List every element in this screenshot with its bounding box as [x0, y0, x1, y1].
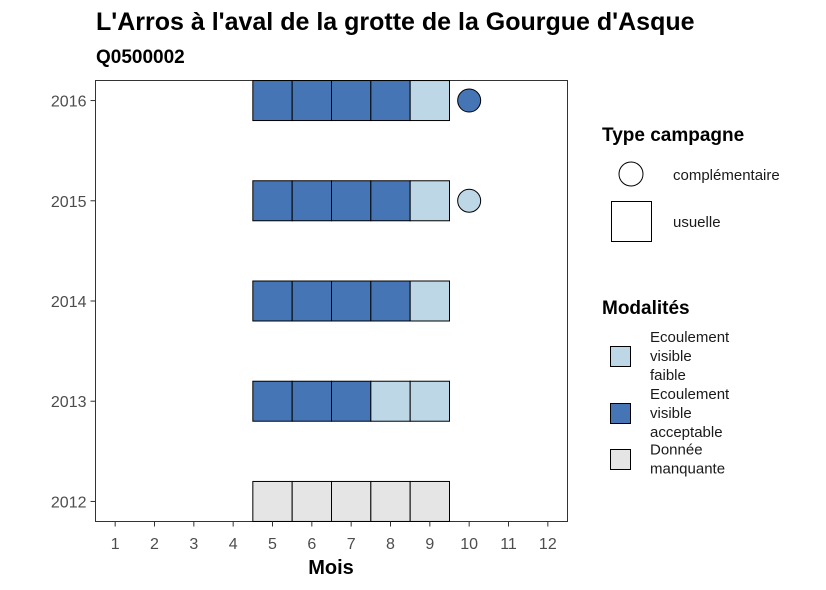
y-tick-label: 2013	[51, 394, 87, 411]
legend-circle-swatch	[618, 161, 644, 187]
cell-usuelle-2015-5	[252, 180, 293, 222]
x-tick-label: 12	[539, 536, 557, 553]
y-axis: 2012 2013 2014 2015 2016	[51, 94, 96, 511]
legend-type-title: Type campagne	[602, 125, 744, 146]
x-tick-label: 7	[347, 536, 356, 553]
legend-modalites-title: Modalités	[602, 298, 690, 319]
legend-label-acceptable: visible	[650, 405, 692, 422]
legend-label-acceptable: Ecoulement	[650, 386, 730, 403]
x-tick-label: 6	[307, 536, 316, 553]
legend-label-manquante: Donnée	[650, 442, 703, 459]
cell-usuelle-2012-9	[409, 480, 450, 522]
x-tick-label: 4	[229, 536, 238, 553]
cell-usuelle-2013-6	[291, 380, 332, 422]
y-tick-label: 2015	[51, 194, 87, 211]
legend-label-manquante: manquante	[650, 461, 725, 478]
cell-usuelle-2012-8	[370, 480, 411, 522]
legend-modalites: Modalités Ecoulement visible faible Ecoulem…	[602, 298, 730, 478]
x-tick-label: 3	[189, 536, 198, 553]
cell-usuelle-2013-5	[252, 380, 293, 422]
cell-usuelle-2013-9	[409, 380, 450, 422]
x-tick-label: 11	[500, 536, 517, 553]
cell-usuelle-2016-8	[370, 80, 411, 122]
cell-usuelle-2014-9	[409, 280, 450, 322]
x-tick-label: 2	[150, 536, 159, 553]
point-complementaire-2015-10	[457, 188, 482, 213]
cell-usuelle-2012-7	[331, 480, 372, 522]
y-tick-label: 2014	[51, 294, 87, 311]
cell-usuelle-2016-9	[409, 80, 450, 122]
cell-usuelle-2016-7	[331, 80, 372, 122]
legend-swatch-manquante	[610, 449, 631, 470]
cell-usuelle-2014-8	[370, 280, 411, 322]
cell-usuelle-2013-7	[331, 380, 372, 422]
legend-square-swatch	[611, 201, 652, 242]
cell-usuelle-2012-5	[252, 480, 293, 522]
legend-swatch-acceptable	[610, 403, 631, 424]
data-cells	[252, 80, 482, 522]
legend-label-faible: faible	[650, 367, 686, 384]
legend-type-label-usuelle: usuelle	[673, 214, 721, 231]
x-tick-label: 8	[386, 536, 395, 553]
x-tick-label: 5	[268, 536, 277, 553]
cell-usuelle-2014-7	[331, 280, 372, 322]
cell-usuelle-2015-8	[370, 180, 411, 222]
cell-usuelle-2012-6	[291, 480, 332, 522]
legend-swatch-faible	[610, 346, 631, 367]
cell-usuelle-2015-6	[291, 180, 332, 222]
y-tick-label: 2016	[51, 94, 87, 111]
legend-label-faible: Ecoulement	[650, 329, 730, 346]
chart-subtitle: Q0500002	[96, 47, 185, 68]
y-tick-label: 2012	[51, 494, 87, 511]
legend-type-label-complementaire: complémentaire	[673, 167, 780, 184]
x-axis-title: Mois	[308, 557, 354, 579]
legend-label-acceptable: acceptable	[650, 424, 723, 441]
point-complementaire-2016-10	[457, 88, 482, 113]
chart-title: L'Arros à l'aval de la grotte de la Gour…	[96, 8, 695, 36]
x-tick-label: 10	[460, 536, 478, 553]
legend-label-faible: visible	[650, 348, 692, 365]
cell-usuelle-2013-8	[370, 380, 411, 422]
cell-usuelle-2016-5	[252, 80, 293, 122]
cell-usuelle-2016-6	[291, 80, 332, 122]
x-tick-label: 9	[425, 536, 434, 553]
legend-type-campagne: Type campagne complémentaire usuelle	[602, 125, 780, 242]
x-axis: 1 2 3 4 5 6 7 8 9 10 11 12	[111, 521, 557, 553]
x-tick-label: 1	[111, 536, 120, 553]
cell-usuelle-2014-6	[291, 280, 332, 322]
cell-usuelle-2015-9	[409, 180, 450, 222]
cell-usuelle-2015-7	[331, 180, 372, 222]
cell-usuelle-2014-5	[252, 280, 293, 322]
